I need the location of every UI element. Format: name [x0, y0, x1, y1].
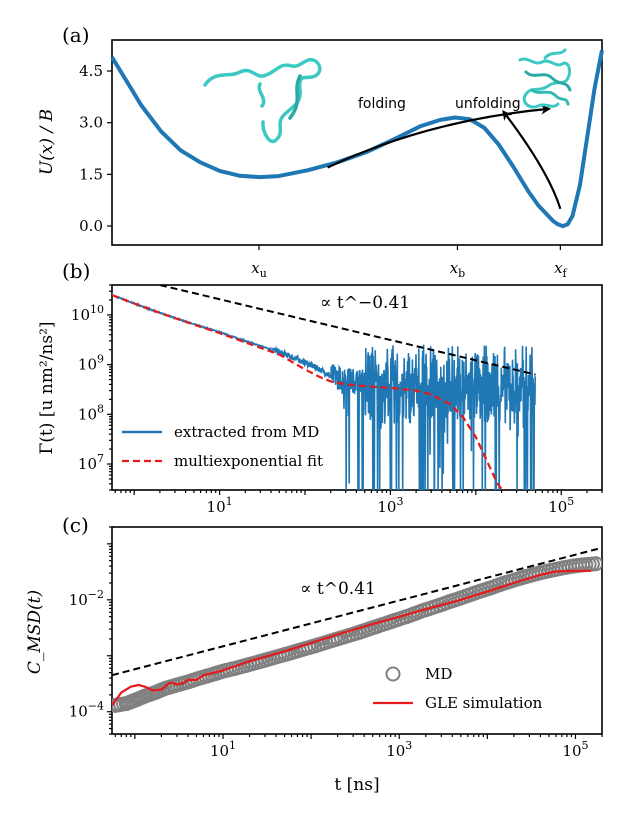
panel-b-ylabel: Γ(t) [u nm²/ns²] [37, 321, 57, 454]
legend-md-label: MD [425, 665, 452, 683]
power-law-line [159, 285, 536, 376]
panel-c-xlabel: t [ns] [334, 775, 379, 795]
panel-a-curve [110, 49, 604, 229]
panel-a-ylabel: U(x) / B [37, 109, 57, 175]
x-tick-label: 105 [548, 495, 574, 516]
x-tick-label: 103 [377, 495, 403, 516]
panel-b-powerlaw-label: ∝ t^−0.41 [320, 293, 410, 313]
x-tick-label: 103 [386, 739, 412, 760]
legend-gle-label: GLE simulation [425, 694, 543, 712]
panel-b-legend: extracted from MD multiexponential fit [122, 423, 323, 470]
panel-b: (b) 101 103 105 107 108 109 1010 Γ(t) [u nm²/n… [37, 259, 603, 516]
y-tick-label: 109 [78, 353, 104, 374]
panel-a-xtick-label: xb [450, 259, 466, 280]
panel-c-legend: MD GLE simulation [373, 665, 543, 712]
y-tick-label: 108 [78, 402, 104, 423]
panel-b-label: (b) [62, 259, 90, 283]
panel-c-axes [111, 526, 603, 735]
panel-a: (a) 0.0 1.5 3.0 4.5 xu xb xf U(x) / B folding u… [37, 23, 604, 280]
x-tick-label: 101 [210, 739, 236, 760]
y-tick-label: 1010 [71, 303, 104, 324]
unfolded-protein-icon [203, 58, 322, 144]
legend-md-marker [385, 666, 401, 682]
legend-md-label: extracted from MD [174, 423, 319, 441]
panel-a-xtick-label: xf [554, 259, 567, 280]
x-tick-label: 105 [562, 739, 588, 760]
y-tick-label: 10−2 [69, 588, 104, 609]
md-point [588, 556, 602, 572]
panel-c-powerlaw-label: ∝ t^0.41 [300, 579, 376, 599]
power-law-line [112, 546, 602, 677]
folding-arrow [327, 104, 552, 169]
panel-a-ytick-label: 0.0 [79, 217, 103, 235]
panel-a-xtick-label: xu [251, 259, 267, 280]
panel-b-series [112, 285, 536, 490]
x-tick-label: 101 [207, 495, 233, 516]
panel-a-ytick-label: 1.5 [79, 165, 103, 183]
y-tick-label: 10−4 [69, 700, 104, 721]
legend-fit-label: multiexponential fit [174, 452, 323, 470]
panel-a-annotations: folding unfolding [327, 96, 562, 210]
panel-a-ytick-label: 4.5 [79, 62, 103, 80]
panel-c-ylabel: C_MSD(t) [25, 590, 45, 674]
folding-label: folding [358, 96, 406, 112]
panel-a-ticks: 0.0 1.5 3.0 4.5 xu xb xf [79, 62, 567, 280]
unfolding-label: unfolding [455, 96, 521, 112]
panel-a-ytick-label: 3.0 [79, 114, 103, 132]
md-friction-kernel-line [112, 292, 536, 490]
panel-c: (c) 101 103 105 10−4 10−2 C_MSD(t) t [ns] ∝ … [25, 513, 603, 795]
unfolding-arrow [502, 109, 562, 210]
panel-c-label: (c) [62, 513, 89, 537]
panel-c-ticks: 101 103 105 10−4 10−2 [69, 526, 603, 760]
panel-a-label: (a) [62, 23, 90, 47]
y-tick-label: 107 [78, 452, 104, 473]
gle-simulation-line [112, 569, 591, 707]
panel-c-series [112, 546, 602, 713]
folded-protein-icon [518, 48, 572, 109]
panel-b-ticks: 101 103 105 107 108 109 1010 [71, 284, 603, 516]
potential-curve [110, 49, 604, 229]
panel-a-axes [111, 39, 603, 246]
